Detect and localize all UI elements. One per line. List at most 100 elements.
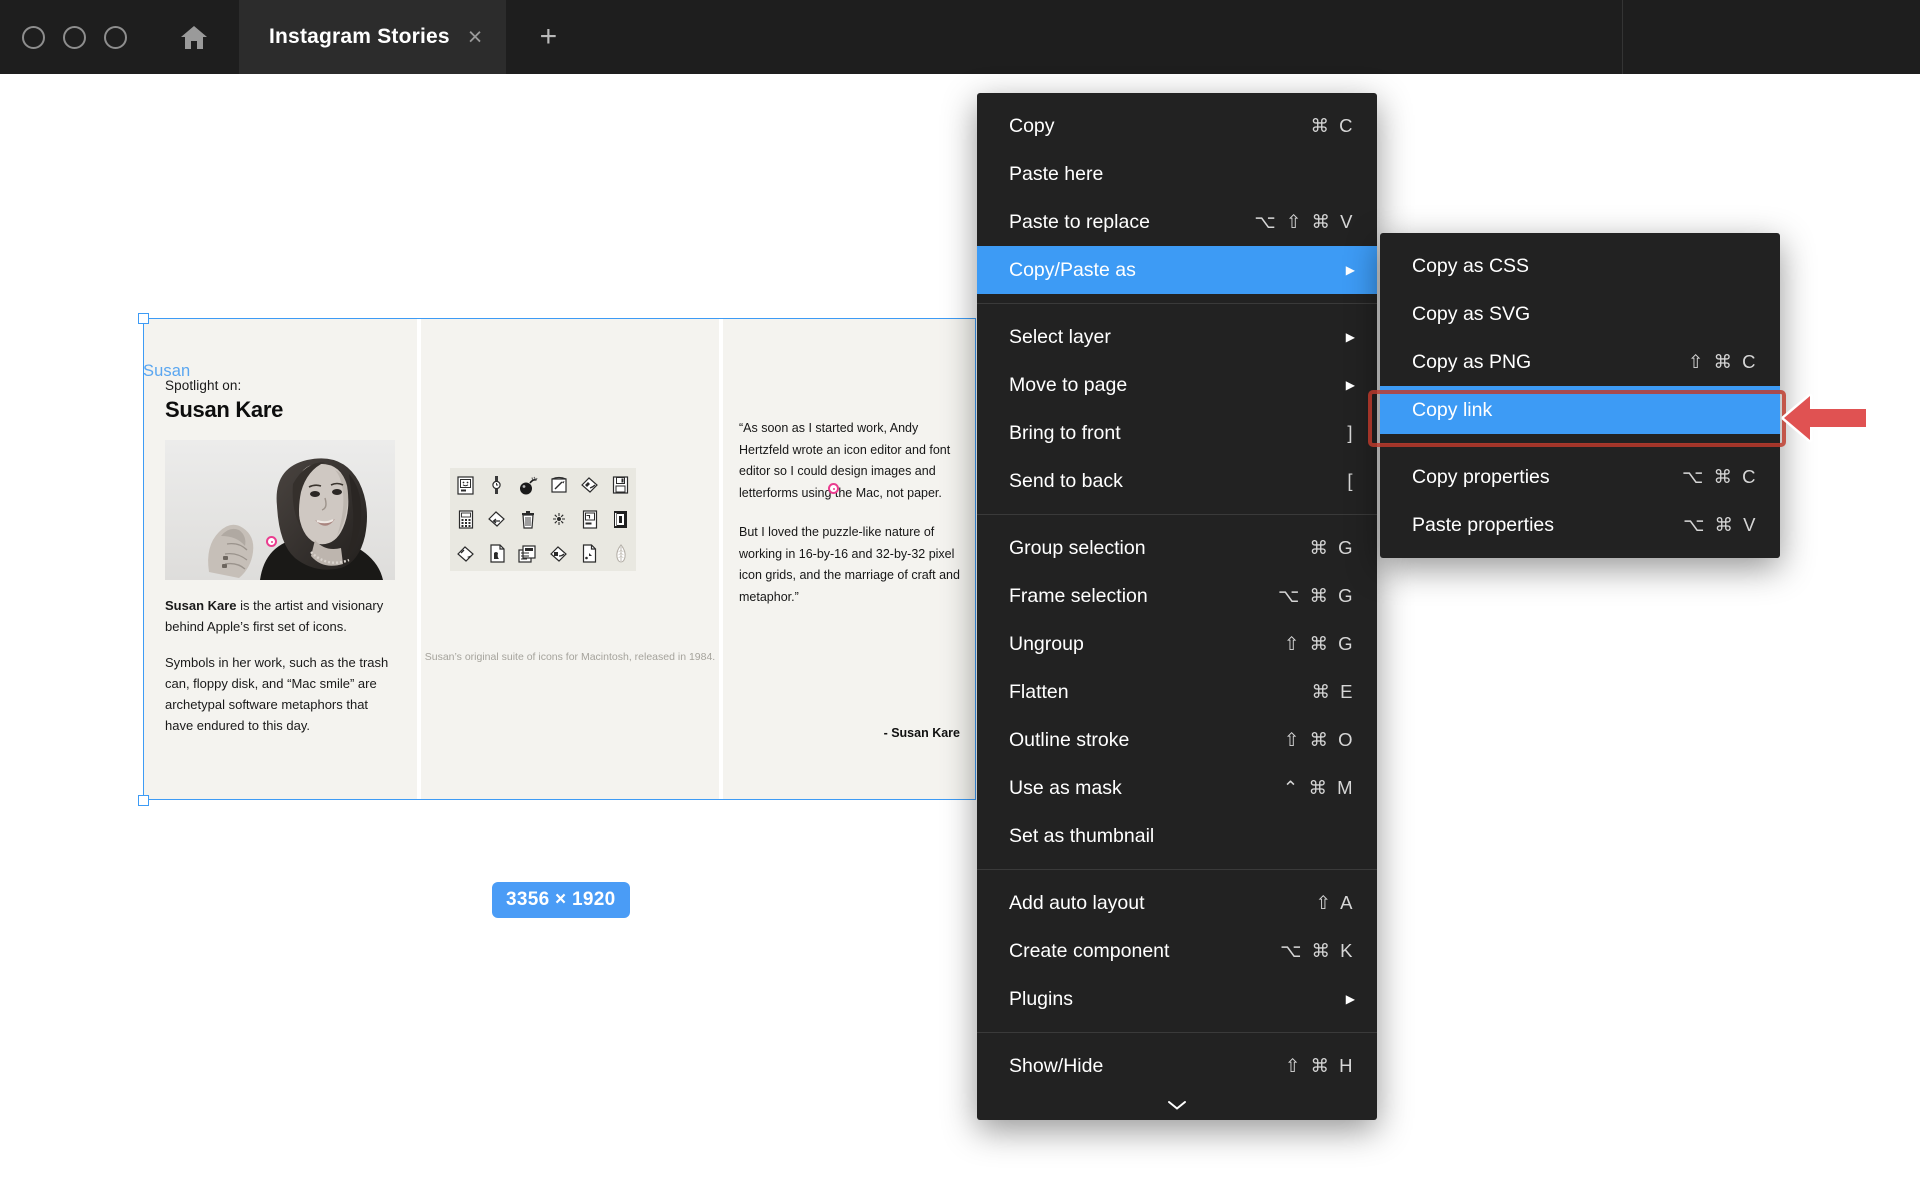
susan-kare-portrait	[165, 440, 395, 580]
context-menu-item-ungroup[interactable]: Ungroup ⇧ ⌘ G	[977, 620, 1377, 668]
menu-item-label: Move to page	[1009, 373, 1128, 396]
quote-paragraph-2: But I loved the puzzle-like nature of wo…	[739, 525, 960, 604]
dog-cow-icon	[486, 543, 507, 564]
maximize-window-button[interactable]	[104, 25, 127, 49]
feather-icon	[610, 543, 631, 564]
context-menu-item-add-auto-layout[interactable]: Add auto layout ⇧ A	[977, 879, 1377, 927]
story-panel-2[interactable]: Susan’s original suite of icons for Maci…	[421, 318, 719, 800]
menu-item-label: Group selection	[1009, 536, 1146, 559]
tab-instagram-stories[interactable]: Instagram Stories ×	[239, 0, 507, 74]
context-menu[interactable]: Copy ⌘ C Paste here Paste to replace ⌥ ⇧ ⌘ V…	[977, 93, 1377, 1120]
submenu-item-copy-as-svg[interactable]: Copy as SVG	[1380, 290, 1780, 338]
window-controls	[22, 25, 127, 49]
chevron-down-icon[interactable]	[977, 1090, 1377, 1120]
submenu-item-copy-as-png[interactable]: Copy as PNG ⇧ ⌘ C	[1380, 338, 1780, 386]
bio-line-2: Symbols in her work, such as the trash c…	[165, 655, 389, 734]
sun-burst-icon	[548, 509, 569, 530]
close-icon[interactable]: ×	[467, 22, 483, 51]
menu-item-shortcut: ⇧ ⌘ H	[1284, 1055, 1355, 1076]
context-menu-item-show-hide[interactable]: Show/Hide ⇧ ⌘ H	[977, 1042, 1377, 1090]
menu-item-label: Copy	[1009, 114, 1055, 137]
context-menu-item-frame-selection[interactable]: Frame selection ⌥ ⌘ G	[977, 572, 1377, 620]
hand-doc-icon	[548, 543, 569, 564]
context-menu-item-flatten[interactable]: Flatten ⌘ E	[977, 668, 1377, 716]
context-menu-item-outline-stroke[interactable]: Outline stroke ⇧ ⌘ O	[977, 716, 1377, 764]
context-menu-item-bring-to-front[interactable]: Bring to front]	[977, 409, 1377, 457]
classic-mac-icon-grid	[450, 468, 636, 571]
menu-item-shortcut: ⇧ ⌘ G	[1283, 633, 1355, 654]
context-menu-item-group-selection[interactable]: Group selection ⌘ G	[977, 524, 1377, 572]
menu-item-label: Copy link	[1412, 398, 1493, 421]
menu-item-label: Add auto layout	[1009, 891, 1145, 914]
menu-item-shortcut: ⇧ A	[1315, 892, 1355, 913]
minimize-window-button[interactable]	[63, 25, 86, 49]
menu-item-label: Paste properties	[1412, 513, 1554, 536]
submenu-item-copy-link[interactable]: Copy link	[1380, 386, 1780, 434]
menu-item-shortcut: ⌘ C	[1310, 115, 1355, 136]
submenu-item-copy-properties[interactable]: Copy properties ⌥ ⌘ C	[1380, 453, 1780, 501]
document-icon	[579, 543, 600, 564]
page-back-icon	[486, 509, 507, 530]
bomb-icon	[517, 475, 538, 496]
menu-item-label: Bring to front	[1009, 421, 1121, 444]
context-menu-item-use-as-mask[interactable]: Use as mask ⌃ ⌘ M	[977, 764, 1377, 812]
context-menu-item-create-component[interactable]: Create component ⌥ ⌘ K	[977, 927, 1377, 975]
context-menu-item-set-as-thumbnail[interactable]: Set as thumbnail	[977, 812, 1377, 860]
close-window-button[interactable]	[22, 25, 45, 49]
menu-item-label: Paste to replace	[1009, 210, 1150, 233]
story-panel-3[interactable]: “As soon as I started work, Andy Hertzfe…	[723, 318, 976, 800]
context-menu-item-move-to-page[interactable]: Move to page ▶	[977, 361, 1377, 409]
context-menu-item-paste-here[interactable]: Paste here	[977, 150, 1377, 198]
happy-mac-icon	[455, 475, 476, 496]
chevron-right-icon: ▶	[1345, 992, 1355, 1006]
home-button[interactable]	[171, 14, 217, 60]
quote-text: “As soon as I started work, Andy Hertzfe…	[739, 418, 962, 608]
title-bar: Instagram Stories × +	[0, 0, 1920, 74]
story-panel-1[interactable]: Spotlight on: Susan Kare	[143, 318, 417, 800]
context-menu-item-copy[interactable]: Copy ⌘ C	[977, 102, 1377, 150]
menu-item-label: Show/Hide	[1009, 1054, 1104, 1077]
calculator-icon	[455, 509, 476, 530]
home-icon	[180, 24, 208, 50]
design-frame[interactable]: Spotlight on: Susan Kare	[143, 318, 976, 800]
hand-write-icon	[579, 475, 600, 496]
context-menu-item-send-to-back[interactable]: Send to back [	[977, 457, 1377, 505]
selection-layer-name[interactable]: Susan	[143, 362, 191, 380]
menu-item-label: Copy as SVG	[1412, 302, 1531, 325]
titlebar-divider	[1622, 0, 1623, 74]
submenu-separator	[1380, 443, 1780, 444]
menu-item-shortcut: ⌥ ⌘ G	[1278, 585, 1355, 606]
trash-can-icon	[517, 509, 538, 530]
menu-item-shortcut: ⇧ ⌘ C	[1687, 351, 1758, 372]
disk-drive-icon	[610, 509, 631, 530]
submenu-item-copy-as-css[interactable]: Copy as CSS	[1380, 242, 1780, 290]
context-menu-item-copy-paste-as[interactable]: Copy/Paste as ▶	[977, 246, 1377, 294]
context-menu-item-plugins[interactable]: Plugins ▶	[977, 975, 1377, 1023]
floppy-disk-icon	[610, 475, 631, 496]
spotlight-name: Susan Kare	[165, 397, 284, 422]
resize-handle-bottom-left[interactable]	[137, 794, 149, 806]
menu-item-shortcut: ⌥ ⌘ V	[1683, 514, 1758, 535]
quote-paragraph-1: “As soon as I started work, Andy Hertzfe…	[739, 421, 951, 500]
multiplayer-cursor-dot	[266, 536, 277, 547]
mac-plus-icon	[579, 509, 600, 530]
write-note-icon	[455, 543, 476, 564]
menu-item-label: Frame selection	[1009, 584, 1148, 607]
context-menu-item-select-layer[interactable]: Select layer ▶	[977, 313, 1377, 361]
menu-item-shortcut: ⌃ ⌘ M	[1282, 777, 1355, 798]
new-tab-button[interactable]: +	[539, 20, 558, 53]
multiplayer-cursor-dot-2	[828, 483, 839, 494]
chevron-right-icon: ▶	[1345, 378, 1355, 392]
resize-handle-top-left[interactable]	[137, 312, 149, 324]
chevron-right-icon: ▶	[1345, 263, 1355, 277]
menu-item-label: Use as mask	[1009, 776, 1122, 799]
copy-paste-as-submenu[interactable]: Copy as CSS Copy as SVG Copy as PNG ⇧ ⌘ C Co…	[1380, 233, 1780, 558]
spotlight-label: Spotlight on:	[165, 378, 242, 393]
menu-item-label: Create component	[1009, 939, 1170, 962]
menu-item-label: Plugins	[1009, 987, 1073, 1010]
menu-item-shortcut: ⌥ ⇧ ⌘ V	[1254, 211, 1355, 232]
menu-item-shortcut: ⌘ G	[1309, 537, 1355, 558]
menu-item-shortcut: [	[1347, 470, 1355, 491]
submenu-item-paste-properties[interactable]: Paste properties ⌥ ⌘ V	[1380, 501, 1780, 549]
context-menu-item-paste-to-replace[interactable]: Paste to replace ⌥ ⇧ ⌘ V	[977, 198, 1377, 246]
